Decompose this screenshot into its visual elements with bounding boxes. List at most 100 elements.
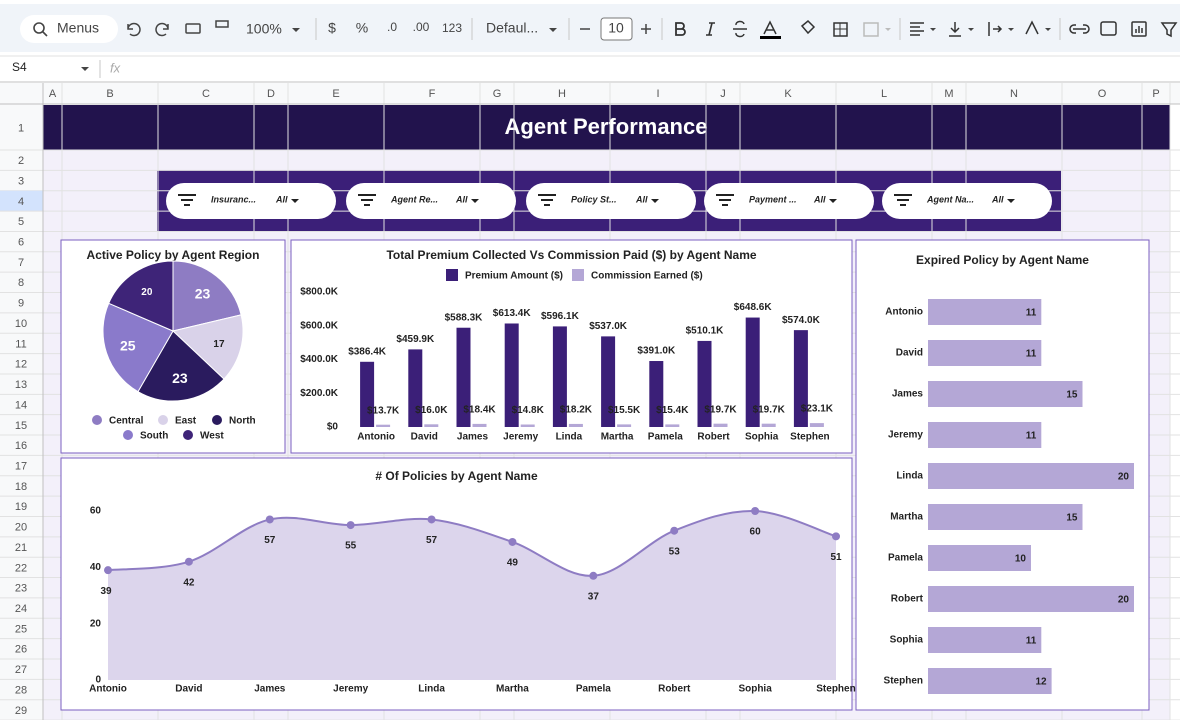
dropdown-arrow[interactable] — [1045, 28, 1051, 31]
bold-icon[interactable] — [675, 22, 686, 36]
undo-icon[interactable] — [127, 22, 141, 37]
filter-pill[interactable] — [882, 183, 1052, 219]
column-letter[interactable]: P — [1152, 88, 1159, 100]
filter-dropdown[interactable] — [291, 199, 299, 203]
print-icon[interactable] — [185, 23, 201, 34]
row-number[interactable]: 15 — [15, 420, 27, 432]
column-letter[interactable]: G — [493, 88, 502, 100]
wrap-icon[interactable] — [988, 22, 1003, 36]
increase-font-size[interactable] — [641, 24, 651, 34]
row-number[interactable]: 13 — [15, 379, 27, 391]
row-number[interactable]: 3 — [18, 175, 24, 187]
row-number[interactable]: 4 — [18, 196, 24, 208]
row-number[interactable]: 16 — [15, 440, 27, 452]
row-number[interactable]: 7 — [18, 257, 24, 269]
row-number[interactable]: 27 — [15, 664, 27, 676]
link-icon[interactable] — [1069, 24, 1090, 34]
column-letter[interactable]: N — [1010, 88, 1018, 100]
valign-icon[interactable] — [949, 22, 961, 37]
column-letter[interactable]: I — [656, 88, 659, 100]
italic-icon[interactable] — [706, 22, 715, 36]
row-number[interactable]: 28 — [15, 684, 27, 696]
row-number[interactable]: 9 — [18, 298, 24, 310]
column-letter[interactable]: K — [784, 88, 792, 100]
text-color-icon[interactable] — [763, 20, 777, 35]
value-label: 10 — [1015, 554, 1027, 565]
column-letter[interactable]: F — [429, 88, 436, 100]
row-number[interactable]: 10 — [15, 318, 27, 330]
dropdown-arrow[interactable] — [549, 28, 557, 32]
filter-pill[interactable] — [346, 183, 516, 219]
row-number[interactable]: 17 — [15, 460, 27, 472]
row-number[interactable]: 23 — [15, 583, 27, 595]
legend-label: Central — [109, 416, 144, 427]
filter-dropdown[interactable] — [1007, 199, 1015, 203]
dropdown-arrow[interactable] — [930, 28, 936, 31]
comment-icon[interactable] — [1100, 21, 1117, 36]
redo-icon[interactable] — [155, 22, 169, 37]
row-number[interactable]: 26 — [15, 644, 27, 656]
filter-icon[interactable] — [1160, 22, 1178, 38]
row-number[interactable]: 11 — [15, 338, 26, 350]
row-number[interactable]: 2 — [18, 155, 24, 167]
fill-color-icon[interactable] — [800, 19, 816, 35]
filter-pill[interactable] — [704, 183, 874, 219]
zoom[interactable]: 100% — [246, 21, 282, 37]
paint-format-icon[interactable] — [215, 20, 229, 28]
currency-format[interactable]: $ — [328, 20, 336, 36]
strikethrough-icon[interactable] — [733, 20, 747, 38]
rotate-icon[interactable] — [1025, 20, 1039, 35]
column-letter[interactable]: H — [558, 88, 566, 100]
dropdown-arrow[interactable] — [1008, 28, 1014, 31]
filter-pill[interactable] — [526, 183, 696, 219]
align-icon[interactable] — [910, 22, 924, 36]
row-number[interactable]: 19 — [15, 501, 27, 513]
row-number[interactable]: 14 — [15, 399, 27, 411]
point — [184, 557, 193, 566]
row-number[interactable]: 5 — [18, 216, 24, 228]
chart-icon[interactable] — [1131, 21, 1147, 37]
dropdown-arrow[interactable] — [81, 67, 89, 71]
column-letter[interactable]: J — [720, 88, 726, 100]
y-tick-label: $600.0K — [300, 320, 339, 331]
row-number[interactable]: 25 — [15, 623, 27, 635]
row-number[interactable]: 6 — [18, 237, 24, 249]
column-letter[interactable]: L — [881, 88, 887, 100]
column-letter[interactable]: A — [49, 88, 57, 100]
legend-marker — [158, 415, 168, 425]
search-text[interactable]: Menus — [57, 20, 99, 36]
row-number[interactable]: 12 — [15, 359, 27, 371]
column-letter[interactable]: M — [944, 88, 953, 100]
row-number[interactable]: 22 — [15, 562, 27, 574]
filter-dropdown[interactable] — [651, 199, 659, 203]
row-number[interactable]: 18 — [15, 481, 27, 493]
row-number[interactable]: 29 — [15, 705, 27, 717]
row-number[interactable]: 8 — [18, 277, 24, 289]
filter-dropdown[interactable] — [829, 199, 837, 203]
filter-name: Insuranc... — [211, 194, 256, 204]
dropdown-arrow[interactable] — [292, 28, 300, 32]
row-number[interactable]: 1 — [18, 122, 24, 134]
column-letter[interactable]: E — [332, 88, 339, 100]
column-letter[interactable]: B — [106, 88, 113, 100]
column-letter[interactable]: D — [267, 88, 275, 100]
filter-dropdown[interactable] — [471, 199, 479, 203]
number-format[interactable]: 123 — [442, 21, 462, 35]
increase-decimal[interactable]: .00 — [413, 20, 430, 34]
row-number[interactable]: 21 — [15, 542, 27, 554]
percent-format[interactable]: % — [356, 20, 368, 36]
cell-reference[interactable]: S4 — [12, 60, 27, 74]
font-size-box[interactable] — [600, 17, 633, 41]
filter-pill[interactable] — [166, 183, 336, 219]
column-letter[interactable]: O — [1098, 88, 1107, 100]
decrease-decimal[interactable]: .0 — [387, 20, 397, 34]
row-number[interactable]: 20 — [15, 522, 27, 534]
font-select[interactable]: Defaul... — [486, 20, 538, 36]
value-label: 57 — [426, 535, 438, 546]
font-size[interactable]: 10 — [608, 20, 624, 36]
column-letter[interactable]: C — [202, 88, 210, 100]
search-box[interactable] — [20, 15, 118, 43]
dropdown-arrow[interactable] — [968, 28, 974, 31]
row-number[interactable]: 24 — [15, 603, 27, 615]
merge-icon[interactable] — [863, 22, 879, 37]
